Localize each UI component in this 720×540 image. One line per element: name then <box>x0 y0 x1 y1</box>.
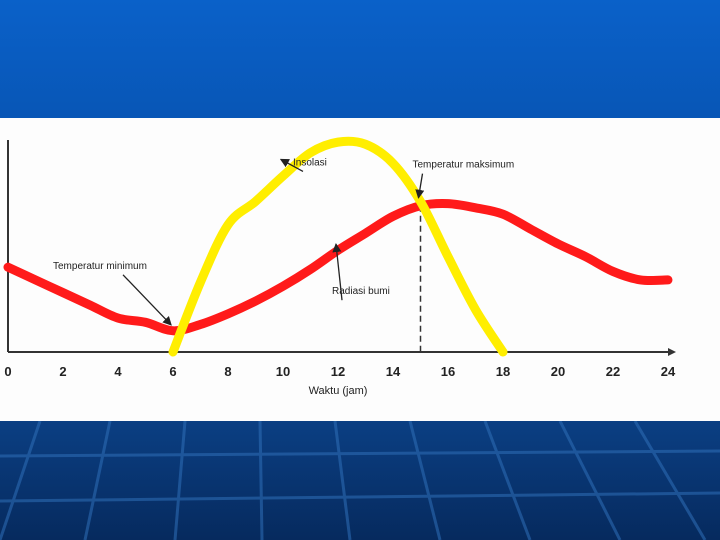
annotation-arrow-3 <box>332 242 343 301</box>
x-tick-label-22: 22 <box>606 364 620 379</box>
chart: 0 2 4 6 8 10 12 14 16 18 20 22 24 Waktu (jam) Temper… <box>3 136 676 397</box>
x-tick-label-12: 12 <box>331 364 345 379</box>
annotations: Temperatur minimum Temperatur maksimum Ins… <box>53 157 515 326</box>
x-tick-label-6: 6 <box>169 364 176 379</box>
x-tick-label-14: 14 <box>386 364 401 379</box>
annotation-label-0: Temperatur minimum <box>53 261 147 272</box>
annotation-arrow-0 <box>122 274 172 326</box>
annotation-label-3: Radiasi bumi <box>332 286 390 297</box>
x-tick-label-0: 0 <box>4 364 11 379</box>
x-tick-label-4: 4 <box>114 364 122 379</box>
x-axis-arrow <box>668 348 676 356</box>
x-tick-label-24: 24 <box>661 364 676 379</box>
slide-top-band <box>0 0 720 118</box>
x-tick-label-18: 18 <box>496 364 510 379</box>
annotation-label-2: Insolasi <box>293 157 327 168</box>
annotation-arrow-2 <box>279 158 304 173</box>
slide-bottom-band <box>0 421 720 540</box>
annotation-arrow-1 <box>415 173 425 199</box>
x-tick-label-2: 2 <box>59 364 66 379</box>
annotation-label-1: Temperatur maksimum <box>413 160 515 171</box>
x-tick-label-10: 10 <box>276 364 290 379</box>
series-line-insolasi <box>168 136 508 357</box>
chart-panel: 0 2 4 6 8 10 12 14 16 18 20 22 24 Waktu (jam) Temper… <box>0 118 720 421</box>
x-axis-title: Waktu (jam) <box>309 385 368 397</box>
x-tick-labels: 0 2 4 6 8 10 12 14 16 18 20 22 24 <box>4 364 676 379</box>
x-tick-label-16: 16 <box>441 364 455 379</box>
grid-decoration <box>0 421 720 540</box>
x-tick-label-20: 20 <box>551 364 565 379</box>
x-tick-label-8: 8 <box>224 364 231 379</box>
